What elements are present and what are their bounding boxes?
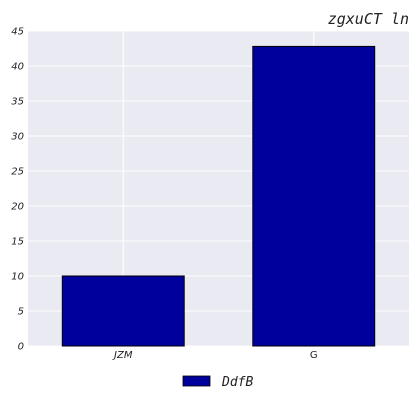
- bars: [61, 45, 376, 347]
- y-tick-label: 35: [11, 97, 24, 108]
- y-tick-label: 45: [11, 27, 24, 38]
- legend-label: DdfB: [221, 375, 253, 390]
- bar-jzm: [61, 275, 185, 347]
- y-tick-label: 20: [11, 202, 24, 213]
- bar-g: [252, 45, 376, 347]
- y-tick-label: 15: [11, 237, 24, 248]
- y-tick-label: 25: [11, 167, 24, 178]
- legend: DdfB: [182, 375, 253, 390]
- y-tick-label: 5: [18, 307, 24, 318]
- y-axis-ticks: 0 5 10 15 20 25 30 35 40 45: [11, 27, 24, 353]
- chart-title: zgxuCT ln: [328, 10, 409, 28]
- y-tick-label: 10: [11, 272, 24, 283]
- x-axis-ticks: JZM G: [112, 350, 318, 361]
- x-tick-label: G: [310, 350, 318, 361]
- y-tick-label: 30: [11, 132, 24, 143]
- legend-swatch: [182, 375, 211, 387]
- x-tick-label: JZM: [112, 350, 133, 361]
- y-tick-label: 0: [18, 342, 24, 353]
- y-tick-label: 40: [11, 62, 24, 73]
